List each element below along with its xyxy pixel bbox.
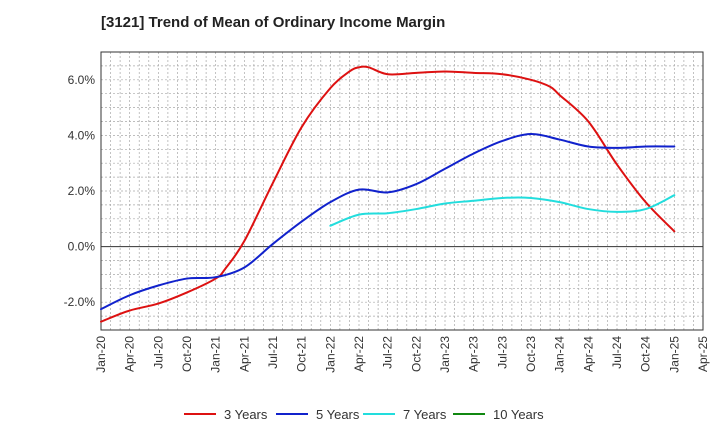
- x-tick-label: Jul-20: [151, 336, 165, 369]
- x-tick-label: Jan-21: [209, 336, 223, 373]
- x-tick-label: Apr-22: [352, 336, 366, 372]
- x-tick-label: Jan-25: [667, 336, 681, 373]
- x-tick-label: Jan-20: [94, 336, 108, 373]
- legend-item-10-years: 10 Years: [453, 407, 544, 422]
- x-tick-label: Apr-21: [237, 336, 251, 372]
- legend-label: 10 Years: [493, 407, 544, 422]
- legend-item-5-years: 5 Years: [276, 407, 360, 422]
- y-tick-label: 6.0%: [68, 73, 96, 87]
- x-tick-label: Oct-24: [639, 336, 653, 372]
- x-tick-label: Apr-20: [123, 336, 137, 372]
- x-tick-label: Oct-22: [409, 336, 423, 372]
- x-tick-label: Jan-23: [438, 336, 452, 373]
- y-tick-label: 2.0%: [68, 184, 96, 198]
- x-tick-label: Jan-22: [323, 336, 337, 373]
- x-tick-label: Oct-21: [295, 336, 309, 372]
- y-tick-label: 4.0%: [68, 128, 96, 142]
- legend-item-3-years: 3 Years: [184, 407, 268, 422]
- x-tick-label: Jul-21: [266, 336, 280, 369]
- x-tick-label: Oct-20: [180, 336, 194, 372]
- series-line-3-years: [100, 65, 676, 323]
- x-tick-label: Apr-23: [467, 336, 481, 372]
- legend-label: 5 Years: [316, 407, 360, 422]
- chart-title: [3121] Trend of Mean of Ordinary Income …: [101, 14, 446, 31]
- x-tick-label: Apr-24: [581, 336, 595, 372]
- y-tick-label: 0.0%: [68, 240, 96, 254]
- x-tick-label: Oct-23: [524, 336, 538, 372]
- legend-label: 3 Years: [224, 407, 268, 422]
- x-tick-label: Jan-24: [553, 336, 567, 373]
- x-tick-label: Jul-22: [381, 336, 395, 369]
- x-tick-label: Apr-25: [696, 336, 710, 372]
- y-tick-label: -2.0%: [64, 295, 96, 309]
- series-line-5-years: [100, 133, 676, 311]
- legend-label: 7 Years: [403, 407, 447, 422]
- plot-area-border: [100, 51, 704, 331]
- x-tick-label: Jul-24: [610, 336, 624, 369]
- x-tick-label: Jul-23: [495, 336, 509, 369]
- series-line-7-years: [329, 194, 676, 227]
- legend-item-7-years: 7 Years: [363, 407, 447, 422]
